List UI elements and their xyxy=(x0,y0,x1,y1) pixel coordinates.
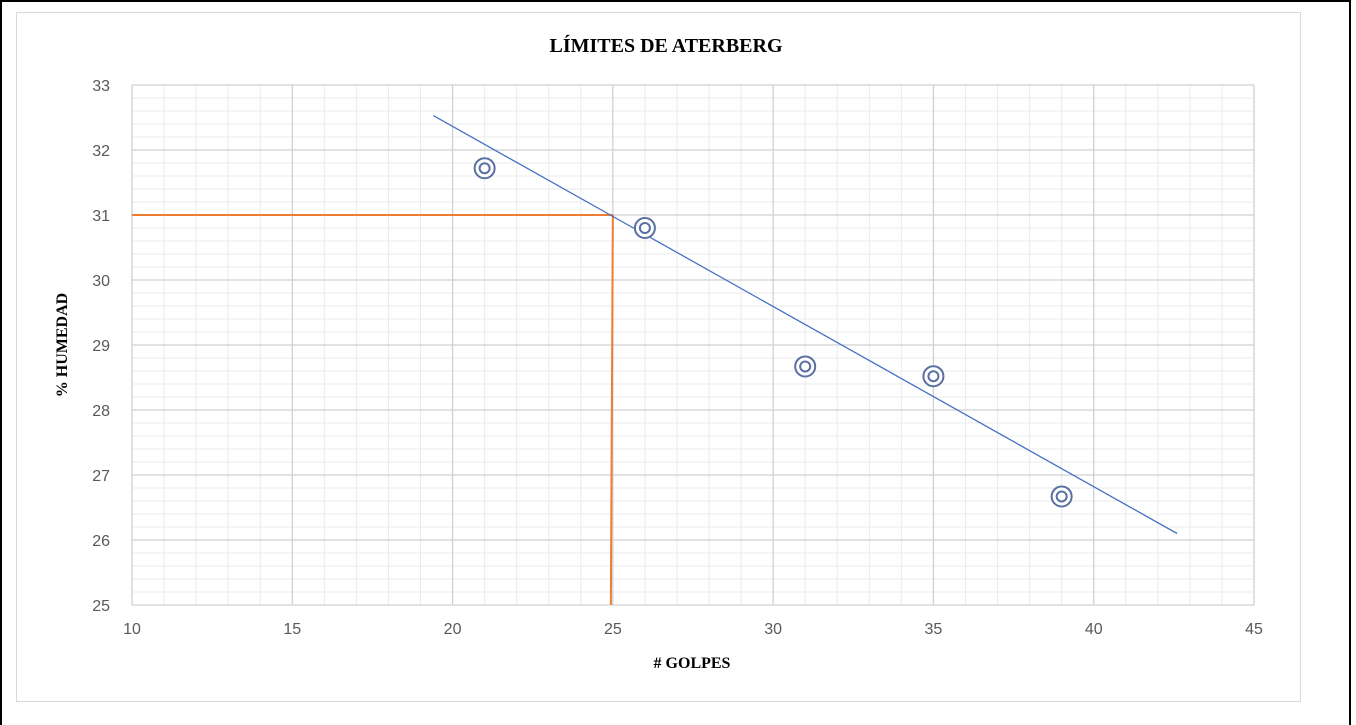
data-point xyxy=(922,365,945,388)
x-tick-label: 10 xyxy=(123,621,141,638)
major-grid xyxy=(131,84,1255,606)
x-tick-label: 15 xyxy=(283,621,301,638)
y-tick-label: 29 xyxy=(92,338,110,355)
data-point xyxy=(794,355,817,378)
chart-area xyxy=(16,12,1301,702)
tick-labels: 10 15 20 25 30 35 40 45 25 26 27 28 29 30 31 32 33 xyxy=(92,78,1263,638)
data-point xyxy=(473,157,496,180)
x-tick-label: 30 xyxy=(764,621,782,638)
y-tick-label: 26 xyxy=(92,533,110,550)
data-point xyxy=(633,217,656,239)
x-tick-label: 45 xyxy=(1245,621,1263,638)
trendline-line xyxy=(433,114,1178,535)
y-axis-title: % HUMEDAD xyxy=(54,293,71,397)
x-axis-title: # GOLPES xyxy=(654,655,731,672)
y-tick-label: 25 xyxy=(92,598,110,615)
y-tick-label: 27 xyxy=(92,468,110,485)
y-tick-label: 28 xyxy=(92,403,110,420)
x-tick-label: 35 xyxy=(925,621,943,638)
data-points xyxy=(473,157,1073,508)
trendline xyxy=(433,114,1178,535)
x-tick-label: 25 xyxy=(604,621,622,638)
reference-line-vertical xyxy=(609,214,614,606)
y-tick-label: 33 xyxy=(92,78,110,95)
x-tick-label: 40 xyxy=(1085,621,1103,638)
chart-title: LÍMITES DE ATERBERG xyxy=(549,34,782,57)
y-tick-label: 30 xyxy=(92,273,110,290)
reference-lines xyxy=(132,214,614,606)
data-point xyxy=(1050,485,1073,508)
y-tick-label: 32 xyxy=(92,143,110,160)
y-tick-label: 31 xyxy=(92,208,110,225)
x-tick-label: 20 xyxy=(444,621,462,638)
